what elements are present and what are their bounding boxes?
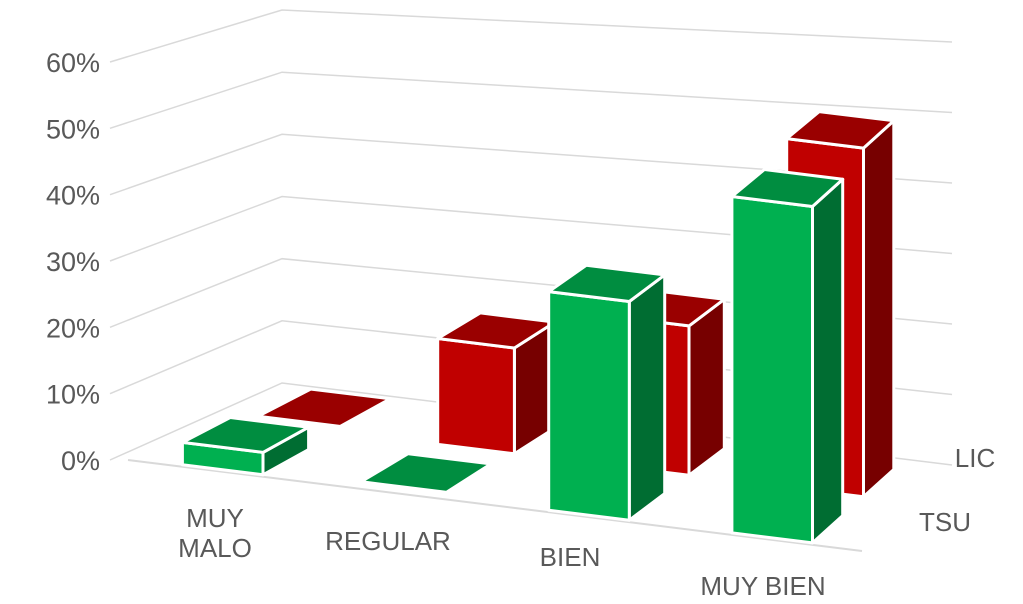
y-tick-label: 40%	[46, 181, 100, 211]
series-label-lic: LIC	[955, 443, 995, 473]
y-tick-label: 0%	[61, 446, 100, 476]
series-labels: TSU LIC	[919, 443, 995, 537]
y-axis-ticks: 0% 10% 20% 30% 40% 50% 60%	[46, 48, 100, 476]
gridlines	[109, 9, 953, 466]
series-label-tsu: TSU	[919, 507, 971, 537]
floor-edge	[127, 459, 863, 552]
bar-tsu-1	[365, 455, 487, 491]
y-tick-label: 50%	[46, 114, 100, 144]
gridline	[109, 133, 953, 196]
gridline	[109, 195, 953, 262]
y-tick-label: 20%	[46, 313, 100, 343]
bars	[180, 110, 896, 545]
gridline	[109, 320, 953, 396]
bar-lic-1	[436, 311, 557, 456]
bar-tsu-3	[730, 168, 845, 545]
gridline	[109, 71, 953, 130]
category-label: REGULAR	[325, 526, 451, 556]
chart-floor	[127, 459, 863, 552]
gridline	[109, 9, 953, 63]
category-label: MUY BIEN	[700, 571, 825, 601]
y-tick-label: 10%	[46, 380, 100, 410]
bar-lic-0	[263, 390, 386, 425]
category-label: MUY MALO	[178, 503, 252, 563]
gridline	[109, 257, 953, 328]
y-tick-label: 30%	[46, 247, 100, 277]
bar-tsu-2	[547, 263, 667, 522]
y-tick-label: 60%	[46, 48, 100, 78]
gridline	[109, 382, 953, 466]
bar-tsu-0	[180, 416, 311, 477]
category-label: BIEN	[540, 542, 601, 572]
category-labels: MUY MALO REGULAR BIEN MUY BIEN	[178, 503, 825, 601]
